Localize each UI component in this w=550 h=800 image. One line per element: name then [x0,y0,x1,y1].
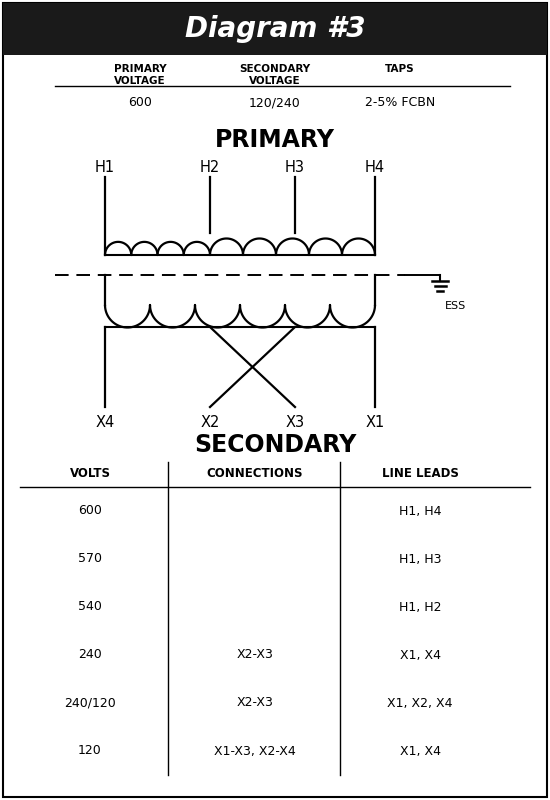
Text: H3: H3 [285,161,305,175]
Text: 2-5% FCBN: 2-5% FCBN [365,96,435,109]
Text: X1-X3, X2-X4: X1-X3, X2-X4 [214,745,296,758]
Text: H1: H1 [95,161,115,175]
Text: PRIMARY
VOLTAGE: PRIMARY VOLTAGE [114,64,166,86]
Text: VOLTS: VOLTS [69,467,111,480]
Text: 600: 600 [78,505,102,518]
Text: LINE LEADS: LINE LEADS [382,467,459,480]
Text: 540: 540 [78,601,102,614]
Text: 570: 570 [78,553,102,566]
Text: 240/120: 240/120 [64,697,116,710]
Text: X1, X4: X1, X4 [399,745,441,758]
Text: 600: 600 [128,96,152,109]
Text: X2: X2 [200,415,219,430]
Text: X2-X3: X2-X3 [236,649,273,662]
Text: H1, H2: H1, H2 [399,601,441,614]
Text: PRIMARY: PRIMARY [215,128,335,152]
Text: SECONDARY: SECONDARY [194,433,356,457]
Text: 120/240: 120/240 [249,96,301,109]
Text: TAPS: TAPS [385,64,415,74]
Text: X3: X3 [285,415,305,430]
Text: ESS: ESS [445,301,466,311]
Text: 240: 240 [78,649,102,662]
Text: CONNECTIONS: CONNECTIONS [207,467,303,480]
Text: Diagram #3: Diagram #3 [185,15,365,43]
Text: H1, H3: H1, H3 [399,553,441,566]
Text: X1, X2, X4: X1, X2, X4 [387,697,453,710]
Text: X2-X3: X2-X3 [236,697,273,710]
Text: H4: H4 [365,161,385,175]
Text: H1, H4: H1, H4 [399,505,441,518]
Text: X4: X4 [95,415,114,430]
Text: H2: H2 [200,161,220,175]
Text: X1, X4: X1, X4 [399,649,441,662]
Text: X1: X1 [365,415,384,430]
Text: 120: 120 [78,745,102,758]
Bar [3,3,547,55]
Text: SECONDARY
VOLTAGE: SECONDARY VOLTAGE [239,64,311,86]
